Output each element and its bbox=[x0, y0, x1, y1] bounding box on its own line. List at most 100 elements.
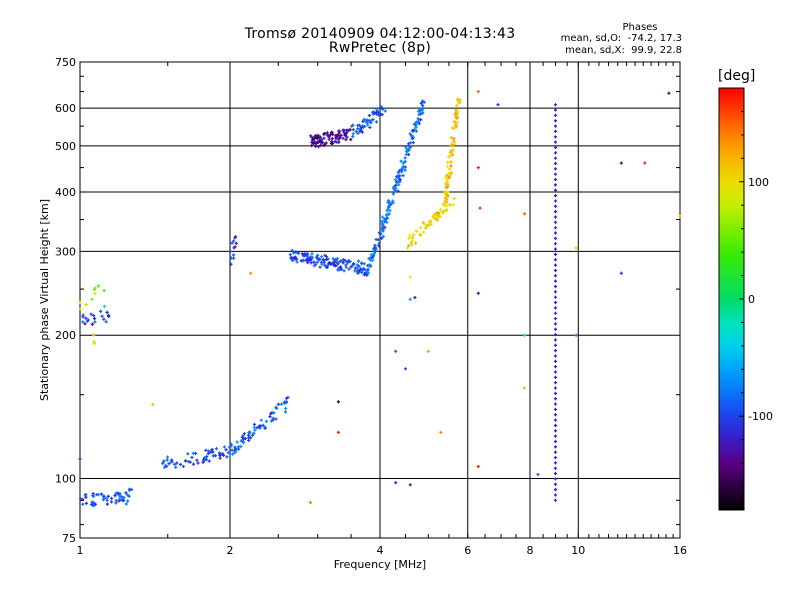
data-point bbox=[338, 259, 342, 263]
data-point bbox=[421, 104, 425, 108]
data-point bbox=[454, 111, 458, 115]
data-point bbox=[403, 168, 407, 172]
data-point bbox=[126, 499, 130, 503]
data-point bbox=[279, 402, 284, 406]
data-point bbox=[253, 428, 257, 432]
data-point bbox=[214, 447, 219, 451]
data-point bbox=[218, 456, 222, 460]
data-point bbox=[449, 164, 453, 168]
data-point bbox=[351, 263, 355, 268]
data-point bbox=[553, 343, 558, 347]
data-point bbox=[178, 462, 183, 467]
data-point bbox=[574, 246, 578, 250]
data-point bbox=[362, 262, 366, 266]
data-point bbox=[553, 172, 558, 176]
data-point bbox=[242, 431, 247, 436]
data-point bbox=[553, 167, 558, 171]
data-point bbox=[399, 159, 403, 163]
data-point bbox=[312, 264, 316, 268]
data-point bbox=[167, 462, 171, 466]
data-point bbox=[496, 103, 500, 107]
data-point bbox=[362, 267, 366, 271]
data-point bbox=[406, 244, 411, 248]
data-point bbox=[360, 124, 365, 128]
y-tick-label: 200 bbox=[55, 329, 76, 342]
x-tick-label: 4 bbox=[377, 544, 384, 557]
data-point bbox=[395, 180, 399, 184]
data-point bbox=[319, 255, 324, 259]
data-point bbox=[403, 156, 407, 160]
data-point bbox=[388, 209, 392, 213]
data-point bbox=[553, 300, 558, 305]
data-point bbox=[314, 144, 318, 149]
data-point bbox=[121, 498, 125, 502]
data-point bbox=[374, 120, 379, 124]
data-point bbox=[553, 284, 558, 289]
data-point bbox=[85, 319, 89, 323]
data-point bbox=[449, 143, 453, 147]
data-point bbox=[229, 262, 233, 266]
data-point bbox=[327, 137, 331, 141]
data-point bbox=[422, 100, 426, 104]
data-point bbox=[92, 340, 97, 344]
data-point bbox=[553, 354, 558, 358]
data-point bbox=[104, 320, 108, 324]
data-point bbox=[370, 258, 374, 262]
data-point bbox=[553, 220, 558, 224]
data-point bbox=[161, 461, 165, 466]
data-point bbox=[351, 134, 355, 139]
data-point bbox=[450, 126, 454, 130]
data-point bbox=[440, 210, 444, 214]
data-point bbox=[454, 121, 458, 125]
data-point bbox=[340, 258, 344, 262]
stats-x-mode: mean, sd,X: 99.9, 22.8 bbox=[565, 45, 682, 56]
data-point bbox=[348, 128, 352, 132]
data-point bbox=[574, 333, 578, 337]
data-point bbox=[456, 109, 460, 113]
data-point bbox=[522, 212, 527, 216]
data-point bbox=[229, 256, 233, 260]
data-point bbox=[341, 261, 345, 265]
data-point bbox=[113, 494, 117, 498]
data-point bbox=[410, 235, 414, 239]
data-point bbox=[322, 132, 327, 136]
data-point bbox=[431, 215, 435, 219]
data-point bbox=[344, 263, 348, 267]
data-point bbox=[678, 215, 682, 219]
data-point bbox=[284, 396, 289, 400]
data-point bbox=[553, 322, 558, 326]
data-point bbox=[84, 316, 88, 320]
data-point bbox=[453, 142, 457, 146]
data-point bbox=[367, 256, 371, 261]
data-point bbox=[164, 464, 168, 468]
data-point bbox=[371, 118, 375, 122]
data-point bbox=[393, 185, 397, 190]
data-point bbox=[183, 459, 188, 463]
data-point bbox=[409, 141, 413, 145]
data-point bbox=[90, 297, 94, 301]
data-point bbox=[553, 397, 558, 401]
data-point bbox=[236, 445, 241, 449]
data-point bbox=[619, 271, 623, 275]
data-point bbox=[289, 256, 293, 260]
data-point bbox=[426, 349, 430, 353]
data-point bbox=[334, 136, 338, 141]
data-point bbox=[318, 265, 322, 269]
y-tick-label: 300 bbox=[55, 245, 76, 258]
data-point bbox=[241, 440, 246, 445]
data-point bbox=[425, 224, 429, 228]
data-point bbox=[377, 242, 381, 246]
data-point bbox=[407, 236, 411, 240]
data-point bbox=[443, 199, 447, 203]
data-point bbox=[347, 267, 351, 271]
data-point bbox=[325, 131, 329, 135]
y-tick-label: 400 bbox=[55, 186, 76, 199]
data-point bbox=[239, 439, 243, 443]
data-point bbox=[339, 265, 343, 269]
data-point bbox=[210, 447, 214, 452]
y-tick-label: 75 bbox=[62, 532, 76, 545]
data-point bbox=[122, 496, 126, 500]
data-point bbox=[165, 458, 169, 462]
data-point bbox=[454, 115, 458, 119]
